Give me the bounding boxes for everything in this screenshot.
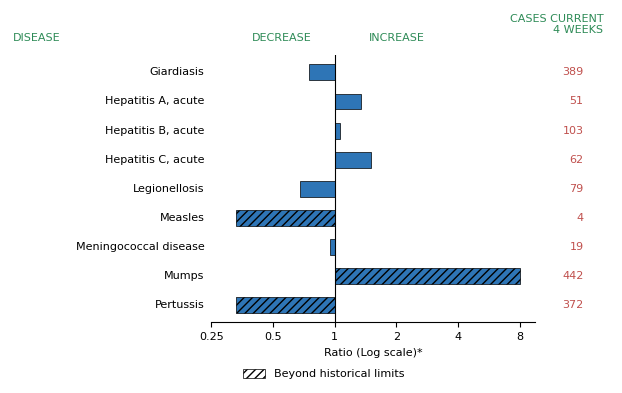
Text: 19: 19 bbox=[569, 242, 583, 252]
Text: 372: 372 bbox=[562, 300, 583, 310]
Text: Pertussis: Pertussis bbox=[155, 300, 205, 310]
Text: Legionellosis: Legionellosis bbox=[133, 184, 205, 194]
Bar bbox=[335, 152, 371, 167]
Bar bbox=[236, 210, 335, 226]
Text: 79: 79 bbox=[569, 184, 583, 194]
Text: CASES CURRENT
4 WEEKS: CASES CURRENT 4 WEEKS bbox=[509, 14, 603, 35]
Text: Giardiasis: Giardiasis bbox=[150, 68, 205, 77]
Bar bbox=[236, 297, 335, 313]
Text: Hepatitis C, acute: Hepatitis C, acute bbox=[105, 154, 205, 165]
Text: 103: 103 bbox=[562, 125, 583, 136]
Bar bbox=[335, 94, 361, 110]
Bar bbox=[335, 123, 340, 138]
Text: DECREASE: DECREASE bbox=[252, 33, 312, 43]
Text: 442: 442 bbox=[562, 271, 583, 281]
Text: 62: 62 bbox=[569, 154, 583, 165]
Bar bbox=[335, 268, 519, 284]
Bar bbox=[309, 64, 335, 81]
Bar bbox=[330, 239, 335, 255]
Text: 51: 51 bbox=[570, 97, 583, 107]
X-axis label: Ratio (Log scale)*: Ratio (Log scale)* bbox=[324, 347, 422, 358]
Text: INCREASE: INCREASE bbox=[368, 33, 424, 43]
Text: 4: 4 bbox=[577, 213, 583, 223]
Legend: Beyond historical limits: Beyond historical limits bbox=[238, 364, 409, 384]
Text: Mumps: Mumps bbox=[164, 271, 205, 281]
Text: DISEASE: DISEASE bbox=[12, 33, 60, 43]
Text: Meningococcal disease: Meningococcal disease bbox=[76, 242, 205, 252]
Text: Hepatitis A, acute: Hepatitis A, acute bbox=[105, 97, 205, 107]
Text: 389: 389 bbox=[562, 68, 583, 77]
Bar bbox=[300, 181, 335, 196]
Text: Measles: Measles bbox=[160, 213, 205, 223]
Text: Hepatitis B, acute: Hepatitis B, acute bbox=[105, 125, 205, 136]
